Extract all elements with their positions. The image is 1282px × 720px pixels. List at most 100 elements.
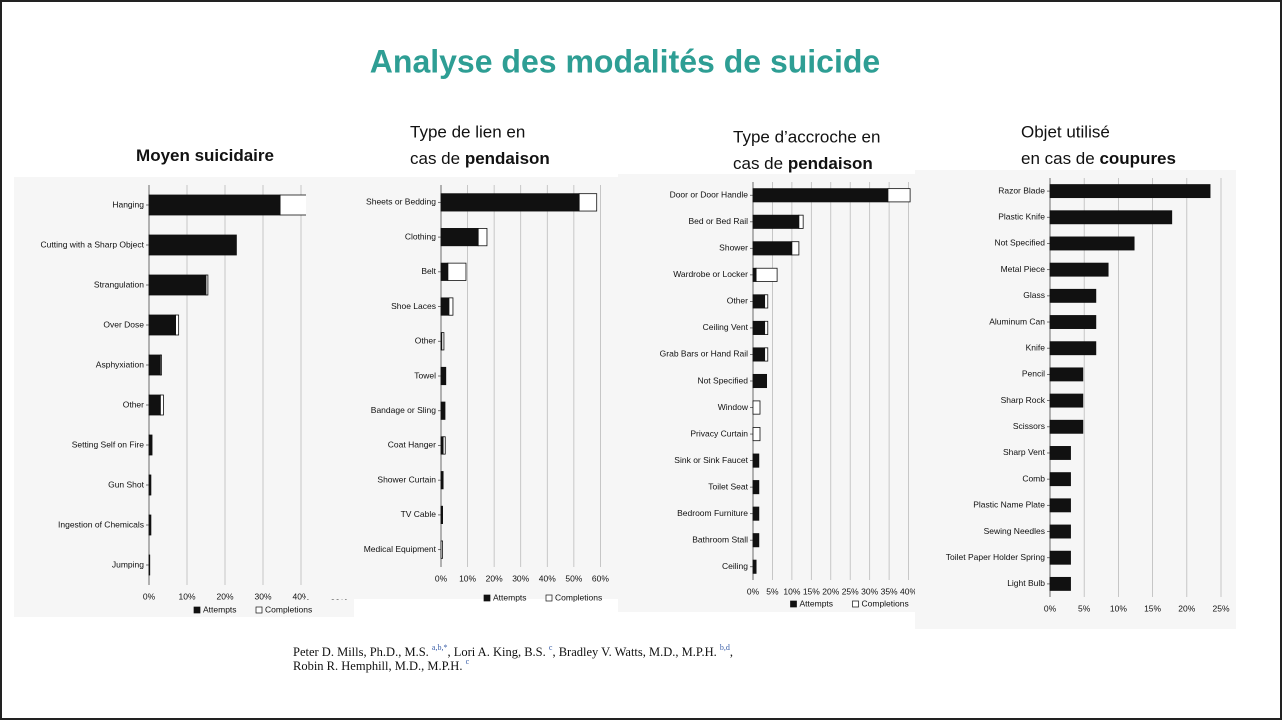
bar xyxy=(1049,367,1084,382)
category-label: Ceiling Vent xyxy=(703,322,749,332)
bar xyxy=(1049,341,1097,356)
bar xyxy=(752,453,760,468)
category-label: Ceiling xyxy=(722,561,748,571)
category-label: Bed or Bed Rail xyxy=(688,216,748,226)
bar xyxy=(148,514,152,536)
x-tick-label: 25% xyxy=(842,586,859,596)
bar xyxy=(159,394,164,416)
category-label: Glass xyxy=(1023,290,1045,300)
category-label: Wardrobe or Locker xyxy=(673,269,748,279)
bar xyxy=(752,347,766,362)
bar xyxy=(441,332,445,351)
chart-heading: Objet utilisé xyxy=(1021,122,1110,141)
bar xyxy=(752,267,757,282)
bar xyxy=(752,320,766,335)
x-tick-label: 10% xyxy=(178,591,195,601)
chart-heading: en cas de coupures xyxy=(1021,149,1176,168)
x-tick-label: 10% xyxy=(783,586,800,596)
slide-title: Analyse des modalités de suicide xyxy=(370,43,880,79)
bar xyxy=(448,297,454,316)
chart-heading: cas de pendaison xyxy=(733,154,873,173)
citation-sup: b,d xyxy=(720,643,730,652)
category-label: Jumping xyxy=(112,559,144,569)
citation-text: , Lori A. King, B.S. xyxy=(447,645,548,659)
bar xyxy=(148,194,281,216)
bar xyxy=(752,480,760,495)
category-label: Gun Shot xyxy=(108,479,145,489)
legend-label: Attempts xyxy=(203,604,237,614)
category-label: Grab Bars or Hand Rail xyxy=(660,349,748,359)
x-tick-label: 30% xyxy=(512,573,529,583)
bar xyxy=(440,228,479,247)
bar xyxy=(149,474,152,496)
x-tick-label: 20% xyxy=(822,586,839,596)
category-label: Bedroom Furniture xyxy=(677,508,748,518)
category-label: Door or Door Handle xyxy=(670,190,749,200)
citation-text: , xyxy=(730,645,733,659)
category-label: Knife xyxy=(1026,342,1046,352)
citation-sup: c xyxy=(466,657,470,666)
x-tick-label: 60% xyxy=(592,573,609,583)
bar xyxy=(752,427,761,442)
bar xyxy=(887,188,911,203)
category-label: Sheets or Bedding xyxy=(366,197,436,207)
bar xyxy=(442,436,446,455)
category-label: Shoe Laces xyxy=(391,301,436,311)
category-label: Sink or Sink Faucet xyxy=(674,455,748,465)
x-tick-label: 0% xyxy=(435,573,448,583)
bar xyxy=(752,294,766,309)
bar xyxy=(440,505,443,524)
bar xyxy=(440,401,446,420)
category-label: Toilet Paper Holder Spring xyxy=(946,552,1045,562)
bar xyxy=(148,354,161,376)
bar xyxy=(1049,524,1071,539)
bar xyxy=(440,193,580,212)
category-label: Comb xyxy=(1022,473,1045,483)
category-label: Asphyxiation xyxy=(96,359,144,369)
x-tick-label: 50% xyxy=(565,573,582,583)
category-label: Ingestion of Chemicals xyxy=(58,519,144,529)
category-label: Razor Blade xyxy=(998,185,1045,195)
category-label: Bathroom Stall xyxy=(692,534,748,544)
bar xyxy=(440,262,449,281)
category-label: Not Specified xyxy=(697,375,748,385)
chart-heading: Type de lien en xyxy=(410,122,525,141)
category-label: Privacy Curtain xyxy=(690,428,748,438)
citation-text: , Bradley V. Watts, M.D., M.P.H. xyxy=(552,645,719,659)
bar xyxy=(752,506,760,521)
category-label: Cutting with a Sharp Object xyxy=(41,239,145,249)
bar xyxy=(752,373,768,389)
x-tick-label: 0% xyxy=(143,591,156,601)
x-tick-label: 0% xyxy=(747,586,760,596)
bar xyxy=(148,274,207,296)
legend-swatch xyxy=(483,594,491,602)
x-tick-label: 20% xyxy=(216,591,233,601)
bar xyxy=(1049,315,1097,329)
category-label: Sewing Needles xyxy=(984,526,1045,536)
bar xyxy=(477,228,488,247)
category-label: Clothing xyxy=(405,231,436,241)
bar xyxy=(752,214,800,229)
category-label: Bandage or Sling xyxy=(371,405,436,415)
bar xyxy=(205,274,209,296)
legend-label: Completions xyxy=(862,598,909,608)
bar xyxy=(175,314,180,336)
category-label: Shower Curtain xyxy=(377,474,436,484)
legend-label: Attempts xyxy=(493,592,527,602)
category-label: Shower xyxy=(719,243,748,253)
plot-background xyxy=(618,174,943,612)
category-label: Plastic Knife xyxy=(998,212,1045,222)
bar xyxy=(1049,550,1071,565)
category-label: Strangulation xyxy=(94,279,144,289)
bar xyxy=(148,314,177,336)
category-label: Towel xyxy=(414,370,436,380)
bar xyxy=(1049,393,1084,408)
bar xyxy=(578,193,598,212)
x-tick-label: 5% xyxy=(766,586,779,596)
category-label: Other xyxy=(727,296,748,306)
category-label: Aluminum Can xyxy=(989,316,1045,326)
citation-text: Peter D. Mills, Ph.D., M.S. xyxy=(293,645,432,659)
x-tick-label: 5% xyxy=(1078,603,1091,613)
category-label: Medical Equipment xyxy=(364,544,437,554)
x-tick-label: 30% xyxy=(861,586,878,596)
